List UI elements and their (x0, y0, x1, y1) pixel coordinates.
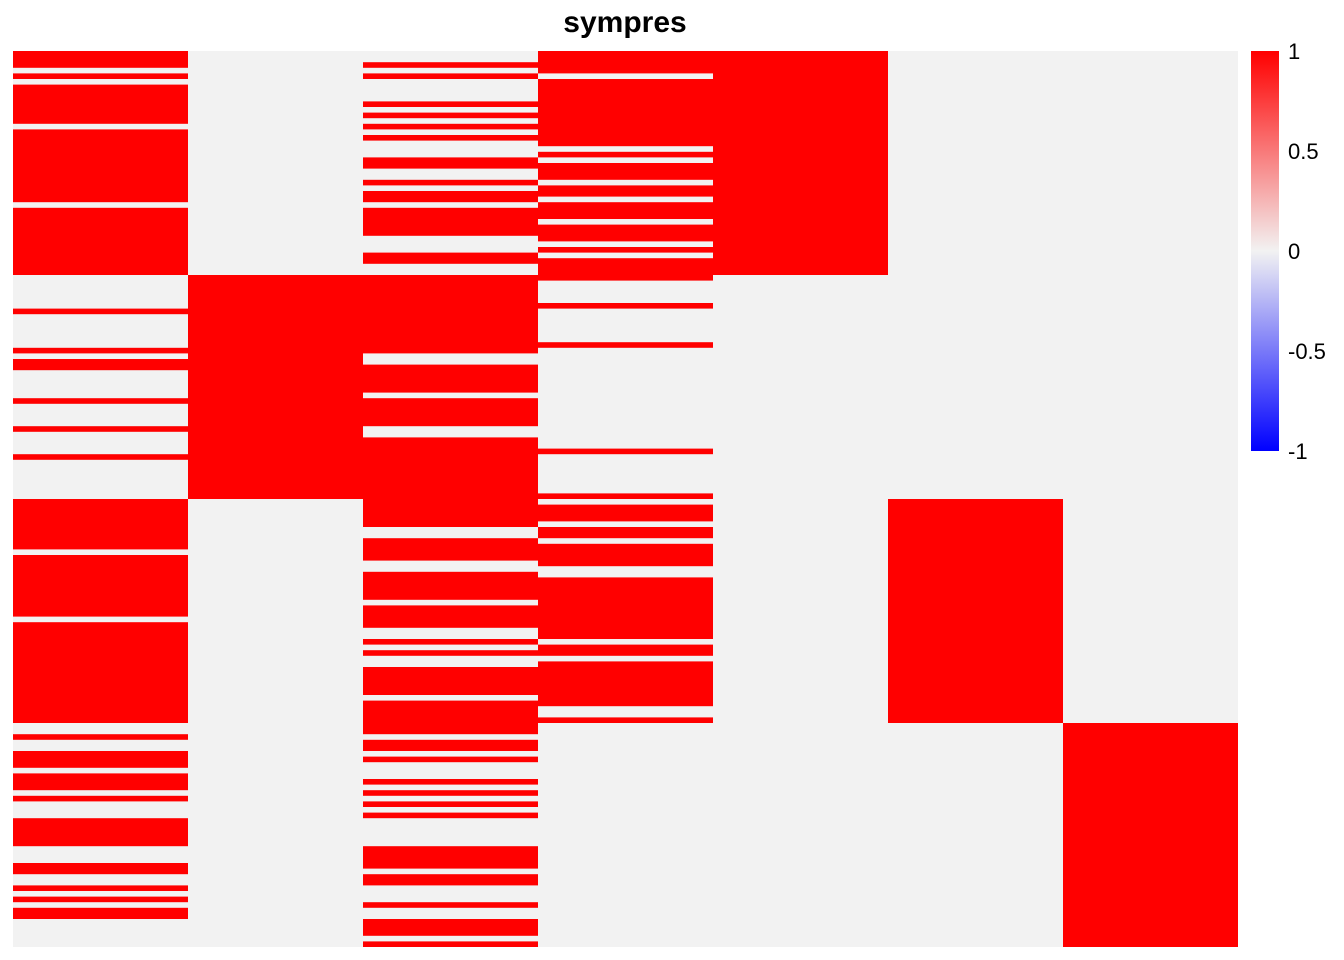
heatmap-cell (363, 191, 538, 203)
heatmap-cell (13, 818, 188, 847)
heatmap-cell (363, 846, 538, 869)
heatmap-cell (538, 644, 713, 656)
heatmap-cell (538, 163, 713, 180)
heatmap-cell (13, 84, 188, 124)
heatmap-cell (538, 258, 713, 281)
heatmap-cell (13, 863, 188, 875)
heatmap-cell (13, 73, 188, 79)
heatmap-cell (538, 247, 713, 253)
heatmap-cell (363, 756, 538, 763)
heatmap-cell (13, 795, 188, 802)
heatmap-cell (538, 79, 713, 147)
heatmap-cell (538, 448, 713, 455)
heatmap-cell (538, 342, 713, 348)
heatmap-cell (13, 555, 188, 617)
legend-tick-label: 0.5 (1288, 139, 1319, 164)
heatmap-cell (13, 398, 188, 404)
heatmap-cell (1063, 723, 1238, 947)
heatmap-cell (13, 207, 188, 275)
heatmap-cell (13, 751, 188, 768)
heatmap-cell (13, 773, 188, 791)
heatmap-cell (13, 622, 188, 723)
heatmap-cell (713, 51, 888, 275)
heatmap-cell (363, 135, 538, 141)
heatmap-cell (13, 896, 188, 903)
heatmap-cell (363, 650, 538, 656)
heatmap-cell (363, 101, 538, 107)
chart-title: sympres (563, 6, 686, 39)
heatmap-cell (363, 902, 538, 908)
heatmap-cell (888, 499, 1063, 723)
heatmap-cell (363, 571, 538, 600)
legend-color-bar (1251, 51, 1279, 451)
heatmap-cell (363, 157, 538, 169)
heatmap-cell (363, 790, 538, 796)
heatmap-cell (538, 577, 713, 639)
heatmap-cell (538, 661, 713, 707)
legend-tick-label: 0 (1288, 239, 1300, 264)
heatmap-cell (363, 739, 538, 751)
heatmap-cell (538, 527, 713, 539)
legend-tick-label: 1 (1288, 39, 1300, 64)
heatmap-cell (363, 112, 538, 119)
heatmap-cell (363, 779, 538, 785)
heatmap-cell (363, 364, 538, 393)
heatmap-cell (13, 885, 188, 891)
legend-ticks: 1 0.5 0 -0.5 -1 (1288, 39, 1326, 464)
heatmap-cell (363, 437, 538, 527)
heatmap-cell (13, 51, 188, 68)
heatmap-cell (363, 605, 538, 628)
heatmap-cell (13, 499, 188, 550)
heatmap-cell (13, 308, 188, 315)
heatmap-cells (13, 51, 1238, 947)
heatmap-cell (363, 919, 538, 936)
heatmap-cell (363, 62, 538, 68)
heatmap-cell (538, 717, 713, 723)
heatmap-cell (538, 504, 713, 522)
heatmap-cell (363, 73, 538, 79)
heatmap-cell (538, 493, 713, 499)
heatmap-cell (363, 639, 538, 645)
heatmap-cell (363, 667, 538, 695)
heatmap-cell (363, 179, 538, 186)
heatmap-cell (363, 275, 538, 354)
heatmap-cell (13, 347, 188, 354)
heatmap-cell (13, 734, 188, 740)
heatmap-cell (363, 874, 538, 886)
heatmap-cell (363, 207, 538, 236)
heatmap-cell (538, 543, 713, 567)
heatmap-cell (363, 123, 538, 130)
heatmap-cell (538, 151, 713, 158)
heatmap-cell (538, 224, 713, 242)
heatmap-cell (363, 398, 538, 427)
heatmap-cell (363, 700, 538, 735)
heatmap-cell (363, 538, 538, 561)
heatmap-cell (363, 801, 538, 807)
legend-tick-label: -0.5 (1288, 339, 1326, 364)
heatmap-cell (13, 907, 188, 919)
heatmap-cell (13, 426, 188, 432)
heatmap-cell (538, 51, 713, 74)
heatmap-cell (13, 359, 188, 371)
heatmap-cell (538, 303, 713, 309)
heatmap-cell (363, 812, 538, 819)
heatmap-cell (13, 454, 188, 460)
heatmap-cell (538, 185, 713, 197)
heatmap-cell (188, 275, 363, 499)
legend-tick-label: -1 (1288, 439, 1308, 464)
heatmap-cell (363, 941, 538, 947)
heatmap-cell (363, 252, 538, 264)
heatmap-cell (13, 129, 188, 203)
heatmap-cell (538, 202, 713, 219)
